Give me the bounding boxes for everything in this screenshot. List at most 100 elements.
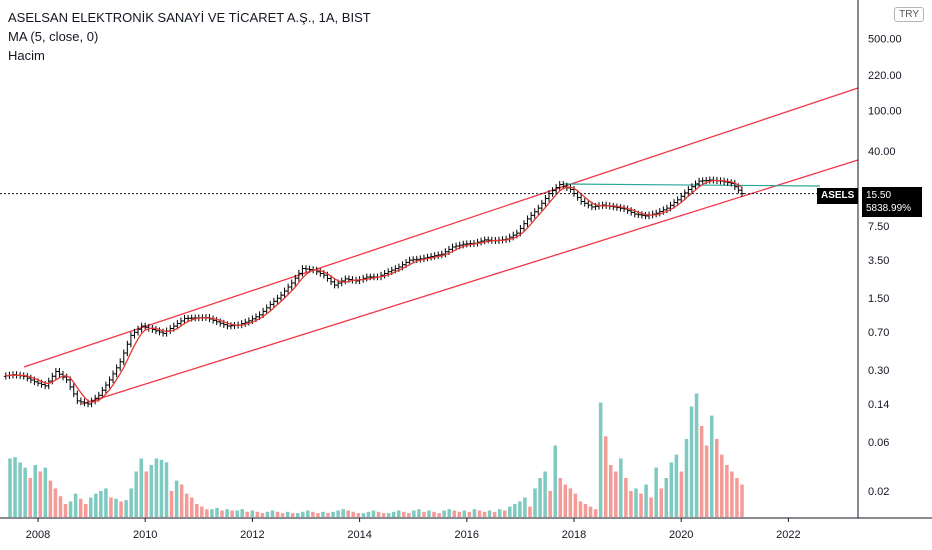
volume-bar xyxy=(412,510,416,517)
volume-bar xyxy=(508,506,512,517)
volume-bar xyxy=(513,504,517,517)
volume-bar xyxy=(391,511,396,517)
volume-bar xyxy=(169,491,174,517)
time-tick-label: 2020 xyxy=(669,529,693,541)
volume-bar xyxy=(129,488,133,517)
volume-bar xyxy=(472,509,477,517)
volume-bar xyxy=(689,406,694,517)
volume-bar xyxy=(144,471,149,517)
volume-bar xyxy=(13,457,17,517)
volume-bar xyxy=(608,465,613,517)
volume-bar xyxy=(260,513,265,517)
volume-bar xyxy=(99,491,103,517)
volume-bar xyxy=(164,462,169,517)
volume-bar xyxy=(407,513,411,517)
volume-bar xyxy=(195,504,199,517)
volume-bar xyxy=(583,504,588,517)
volume-bar xyxy=(452,510,457,517)
volume-bar xyxy=(593,509,598,517)
volume-bar xyxy=(119,501,123,517)
volume-bar xyxy=(417,509,421,517)
volume-bar xyxy=(669,462,674,517)
volume-bar xyxy=(624,478,628,517)
volume-bar xyxy=(215,507,219,517)
price-tick-label: 0.70 xyxy=(868,327,889,339)
volume-bar xyxy=(205,509,209,517)
volume-bar xyxy=(735,478,739,517)
volume-bar xyxy=(427,510,431,517)
volume-bar xyxy=(73,493,78,517)
volume-bar xyxy=(432,511,436,517)
volume-bar xyxy=(245,511,250,517)
volume-bar xyxy=(331,511,335,517)
volume-bar xyxy=(639,493,643,517)
volume-bar xyxy=(543,471,547,517)
volume-bar xyxy=(563,484,568,517)
volume-indicator-label[interactable]: Hacim xyxy=(8,48,45,63)
time-axis: 2008 2010 2012 2014 2016 2018 2020 2022 xyxy=(26,518,801,541)
volume-bar xyxy=(634,488,638,517)
currency-badge[interactable]: TRY xyxy=(894,7,924,22)
price-tick-label: 0.30 xyxy=(868,365,889,377)
last-price-value: 15.50 xyxy=(866,190,892,201)
volume-bar xyxy=(553,445,557,517)
volume-bar xyxy=(644,484,648,517)
volume-bar xyxy=(285,511,290,517)
symbol-title: ASELSAN ELEKTRONİK SANAYİ VE TİCARET A.Ş… xyxy=(8,10,371,25)
volume-bar xyxy=(149,465,154,517)
volume-bar xyxy=(265,511,270,517)
volume-bar xyxy=(240,509,244,517)
price-tick-label: 500.00 xyxy=(868,33,902,45)
volume-bar xyxy=(28,478,32,517)
volume-bar xyxy=(381,513,386,517)
volume-bar xyxy=(740,484,744,517)
volume-bar xyxy=(306,510,310,517)
volume-bar xyxy=(709,415,714,517)
volume-bar xyxy=(159,459,164,517)
price-tick-label: 7.50 xyxy=(868,221,889,233)
price-tick-label: 1.50 xyxy=(868,293,889,305)
volume-bar xyxy=(462,510,467,517)
price-tick-label: 0.14 xyxy=(868,399,889,411)
price-bars xyxy=(3,176,744,408)
volume-bar xyxy=(654,467,658,517)
volume-bar xyxy=(528,506,532,517)
volume-bar xyxy=(109,497,113,517)
volume-bar xyxy=(356,513,361,517)
volume-bar xyxy=(447,509,451,517)
volume-bar xyxy=(704,445,709,517)
volume-bar xyxy=(573,493,578,517)
volume-bar xyxy=(78,498,83,517)
price-tick-label: 0.02 xyxy=(868,486,889,498)
price-tick-label: 220.00 xyxy=(868,70,902,82)
volume-bar xyxy=(220,510,224,517)
volume-bars xyxy=(8,393,744,517)
volume-bar xyxy=(301,511,305,517)
volume-bar xyxy=(533,488,537,517)
volume-bar xyxy=(649,497,653,517)
trend-channel-lines xyxy=(23,87,859,405)
volume-bar xyxy=(396,510,401,517)
volume-bar xyxy=(83,504,88,517)
time-tick-label: 2018 xyxy=(562,529,586,541)
ma-indicator-label[interactable]: MA (5, close, 0) xyxy=(8,29,99,44)
price-axis: 500.00220.00100.0040.0015.007.503.501.50… xyxy=(868,33,902,498)
volume-bar xyxy=(366,511,371,517)
volume-bar xyxy=(659,488,663,517)
volume-bar xyxy=(53,488,58,517)
volume-bar xyxy=(174,480,179,517)
volume-bar xyxy=(270,510,275,517)
volume-bar xyxy=(502,510,507,517)
volume-bar xyxy=(614,471,618,517)
time-tick-label: 2022 xyxy=(776,529,800,541)
volume-bar xyxy=(134,471,138,517)
volume-bar xyxy=(200,506,204,517)
volume-bar xyxy=(477,510,482,517)
volume-bar xyxy=(376,511,381,517)
volume-bar xyxy=(230,510,234,517)
volume-bar xyxy=(225,509,229,517)
volume-bar xyxy=(89,497,93,517)
volume-bar xyxy=(442,510,446,517)
volume-bar xyxy=(250,510,255,517)
